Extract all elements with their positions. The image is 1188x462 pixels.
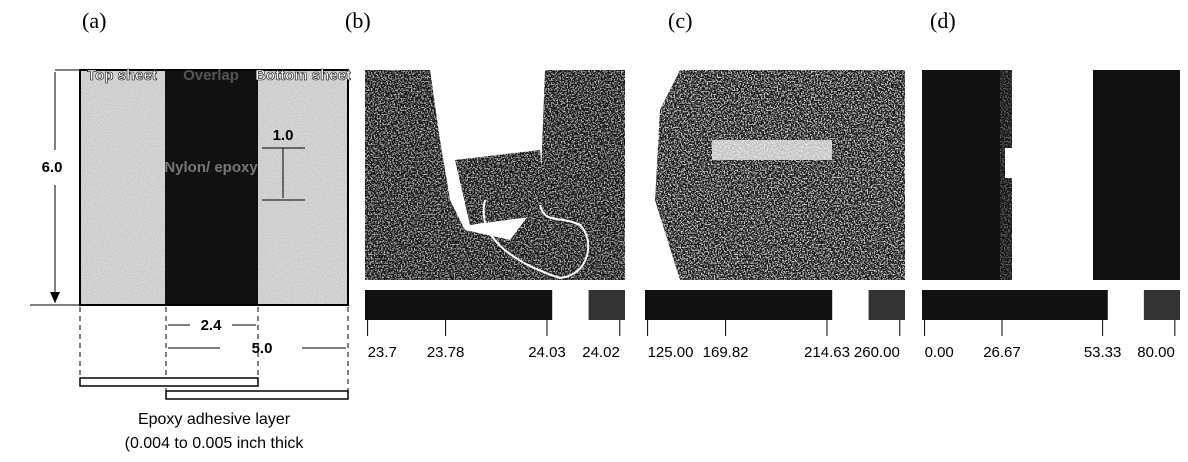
strip-label: Top sheet (87, 67, 157, 84)
colorbar (588, 290, 625, 320)
schematic: Top sheet Overlap Bottom sheet Nylon/ ep… (30, 67, 351, 452)
colorbar-tick-label: 26.67 (983, 344, 1021, 361)
dimension: 6.0 (42, 159, 63, 176)
colorbar-tick-label: 214.63 (804, 344, 850, 361)
strip-label: Overlap (183, 67, 239, 84)
colorbar (645, 290, 833, 320)
colorbar (868, 290, 905, 320)
c-scan-image (645, 70, 905, 280)
strip-label: Bottom sheet (255, 67, 351, 84)
c-scan-image (922, 70, 1180, 280)
dimension: 2.4 (201, 317, 223, 334)
colorbar-tick-label: 24.03 (528, 344, 566, 361)
colorbar-tick-label: 23.7 (368, 344, 397, 361)
colorbar-tick-label: 23.78 (427, 344, 465, 361)
caption: Epoxy adhesive layer (138, 411, 291, 428)
colorbar-tick-label: 24.02 (582, 344, 620, 361)
colorbar-tick-label: 0.00 (925, 344, 954, 361)
panel-label: (c) (668, 8, 692, 33)
panel-label: (a) (82, 8, 106, 33)
caption: (0.004 to 0.005 inch thick (125, 435, 305, 452)
dimension: 1.0 (273, 127, 294, 144)
colorbar (1143, 290, 1180, 320)
colorbar-tick-label: 169.82 (703, 344, 749, 361)
panel-label: (b) (345, 8, 371, 33)
inner-label: Nylon/ epoxy (164, 159, 258, 176)
colorbar-tick-label: 125.00 (648, 344, 694, 361)
c-scan-image (365, 70, 625, 280)
colorbar-tick-label: 80.00 (1137, 344, 1175, 361)
overlap (165, 70, 258, 305)
colorbar-tick-label: 53.33 (1084, 344, 1122, 361)
dimension: 5.0 (252, 340, 273, 357)
colorbar (922, 290, 1108, 320)
colorbar-tick-label: 260.00 (854, 344, 900, 361)
panel-label: (d) (930, 8, 956, 33)
colorbar (365, 290, 553, 320)
